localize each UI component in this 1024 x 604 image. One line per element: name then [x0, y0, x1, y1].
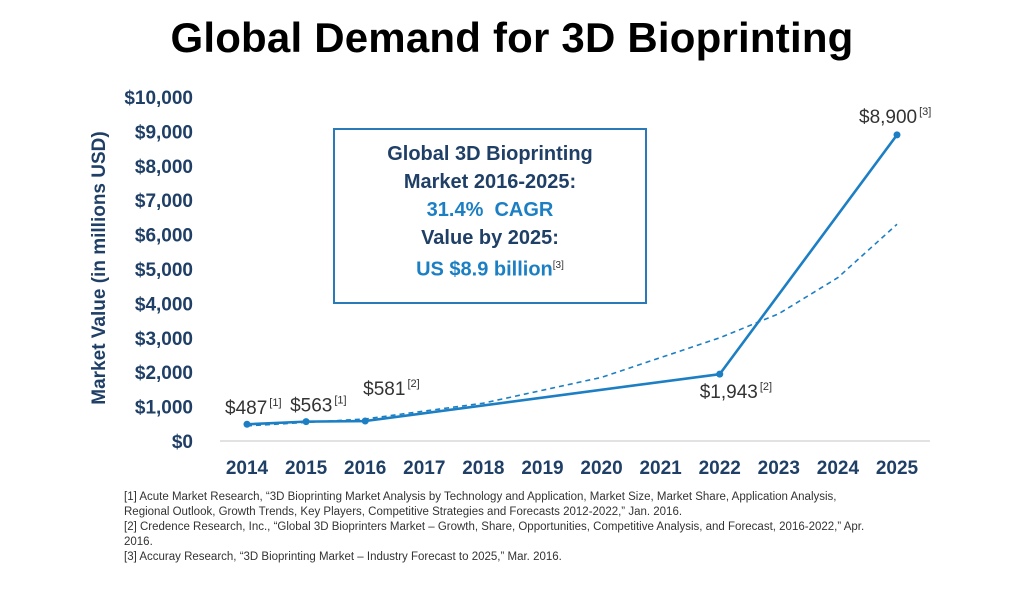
x-tick-label: 2014 [226, 458, 269, 479]
footnote-3: [3] Accuray Research, “3D Bioprinting Ma… [124, 551, 562, 563]
y-tick-label: $2,000 [135, 363, 193, 384]
y-tick-label: $6,000 [135, 226, 193, 247]
data-label: $563 [290, 396, 332, 417]
y-tick-label: $3,000 [135, 329, 193, 350]
cagr-callout-box: Global 3D Bioprinting Market 2016-2025: … [333, 128, 647, 304]
y-tick-label: $0 [172, 432, 193, 453]
data-label: $487 [225, 398, 267, 419]
x-tick-label: 2025 [876, 458, 919, 479]
data-label: $581 [363, 379, 405, 400]
callout-value: US $8.9 billion [416, 258, 553, 281]
chart-title: Global Demand for 3D Bioprinting [170, 14, 854, 61]
y-tick-label: $1,000 [135, 398, 193, 419]
y-tick-label: $5,000 [135, 260, 193, 281]
x-tick-label: 2019 [521, 458, 563, 479]
data-point [243, 420, 251, 428]
data-label-ref: [3] [919, 106, 931, 118]
x-tick-label: 2022 [699, 458, 741, 479]
y-tick-label: $4,000 [135, 294, 193, 315]
footnote-2: [2] Credence Research, Inc., “Global 3D … [124, 521, 865, 548]
data-label-ref: [1] [334, 395, 346, 407]
callout-line-4: Value by 2025: [421, 227, 559, 249]
x-tick-label: 2015 [285, 458, 328, 479]
y-tick-label: $7,000 [135, 191, 193, 212]
callout-line-1: Global 3D Bioprinting [387, 143, 593, 165]
label-layer: $487 [1] $563 [1]$581 [2] $1,943 [2]$8,900 [3] [225, 106, 931, 419]
x-tick-label: 2020 [580, 458, 622, 479]
data-label-ref: [2] [760, 381, 772, 393]
data-label: $8,900 [859, 107, 917, 128]
data-label: $1,943 [700, 382, 758, 403]
callout-cagr: 31.4% CAGR [426, 199, 554, 221]
data-point [893, 131, 901, 139]
x-tick-label: 2018 [462, 458, 504, 479]
series-layer [243, 131, 901, 428]
y-tick-label: $8,000 [135, 157, 193, 178]
data-point [361, 417, 369, 425]
data-label-ref: [1] [269, 397, 281, 409]
axis-layer: $0 $1,000 $2,000 $3,000 $4,000 $5,000 $6,000 $7… [124, 88, 930, 479]
data-point [302, 418, 310, 426]
footnote-1: [1] Acute Market Research, “3D Bioprinti… [124, 491, 837, 518]
x-tick-label: 2024 [817, 458, 860, 479]
x-tick-label: 2017 [403, 458, 445, 479]
y-tick-label: $9,000 [135, 122, 193, 143]
x-tick-label: 2023 [758, 458, 800, 479]
x-tick-label: 2016 [344, 458, 386, 479]
trend-line [246, 223, 898, 427]
callout-ref: [3] [552, 260, 564, 271]
data-label-ref: [2] [407, 378, 419, 390]
data-point [716, 370, 724, 378]
y-tick-label: $10,000 [124, 88, 193, 109]
callout-line-2: Market 2016-2025: [403, 171, 577, 193]
callout-value-row: US $8.9 billion[3] [335, 252, 645, 284]
x-tick-label: 2021 [639, 458, 682, 479]
footnotes: [1] Acute Market Research, “3D Bioprinti… [124, 490, 884, 565]
